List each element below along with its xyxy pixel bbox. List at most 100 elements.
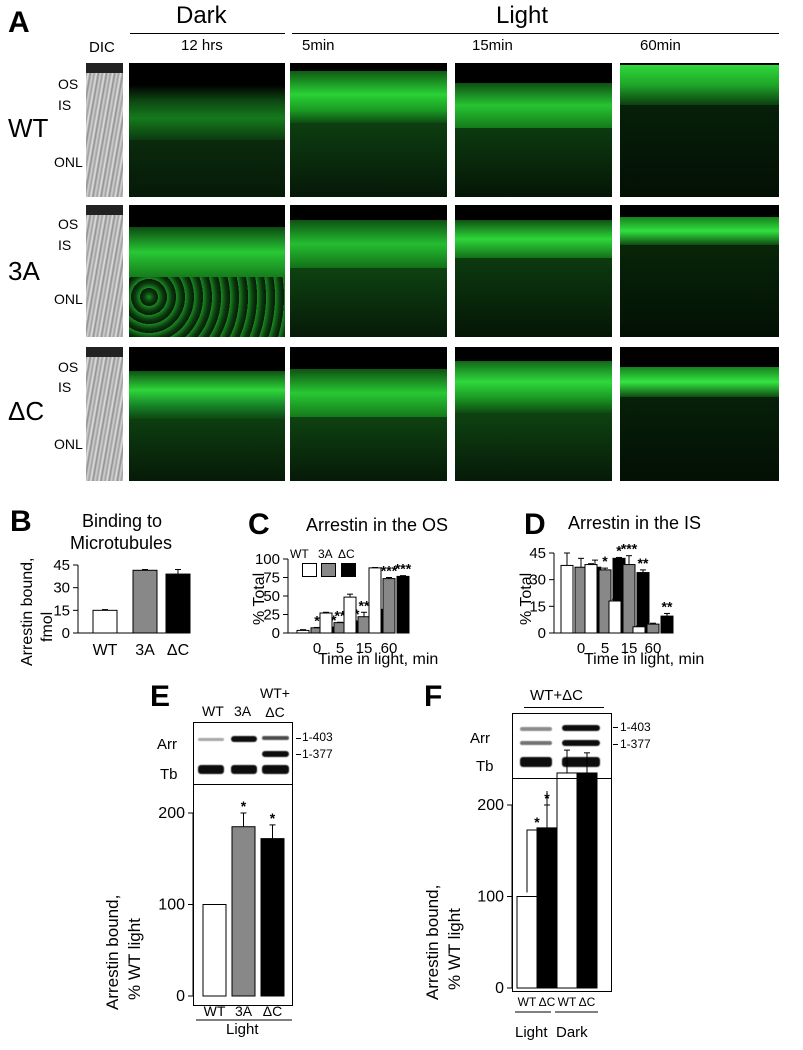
band-label-403-e: 1-403 [302,730,333,744]
band-label-377-f: 1-377 [620,737,651,751]
chart-f-xtick-label: WT [518,995,537,1009]
chart-e-ytick-label: 0 [176,988,185,1005]
micrograph-3a-dark [129,205,285,337]
blot-band [562,725,600,731]
micrograph-dc-5min [290,347,447,481]
blot-band [562,757,600,767]
chart-d-xtick-label: 0 [577,640,585,657]
blot-band [262,765,289,774]
panel-f-ylabel-1: Arrestin bound, [423,884,442,1000]
chart-c-bar [368,567,382,634]
dark-label: Dark [176,2,227,29]
panel-b-ylabel-2: fmol [39,611,56,642]
chart-c-bar [396,575,410,634]
chart-f-ytick-label: 0 [495,980,504,997]
dic-image-wt [86,63,123,197]
chart-f-bracket [526,791,548,893]
chart-c-ytick-label: 0 [272,625,280,642]
panel-e-letter: E [150,680,171,713]
chart-d-xtick-label: 5 [601,640,609,657]
dic-image-dc [86,347,123,481]
panel-c-xlabel: Time in light, min [318,651,439,668]
chart-d-bar [632,626,646,634]
lane-wt-dc: WT+ ΔC [260,685,290,720]
col-12hrs: 12 hrs [181,37,223,54]
chart-d-ytick-label: 15 [529,598,546,615]
layer-os-3a: OS [58,216,79,232]
chart-c-significance: *** [381,563,398,579]
chart-e-significance: * [270,810,276,826]
blot-row-tb-e: Tb [160,766,178,783]
chart-f-xtick-label: ΔC [539,995,556,1009]
micrograph-wt-15min [455,63,612,197]
layer-os-dc: OS [58,359,79,375]
layer-os-wt: OS [58,76,79,92]
chart-d-significance: ** [638,555,649,571]
chart-b-bar [165,573,191,634]
micrograph-wt-dark [129,63,285,197]
col-60min: 60min [640,37,681,54]
chart-d-ytick-label: 30 [529,572,546,589]
band-leader-line [613,744,618,745]
lane-wt: WT [202,703,224,719]
panel-a-letter: A [8,6,30,39]
chart-c-ytick-label: 100 [255,551,280,568]
micrograph-3a-5min [290,205,447,337]
panel-f-frame [512,713,612,992]
chart-f-bracket-significance: * [534,814,540,830]
chart-d-ytick-label: 45 [529,545,546,562]
legend-dc-swatch [341,563,356,577]
chart-d-bar [560,564,574,634]
blot-band [231,765,257,774]
panel-d-title: Arrestin in the IS [568,513,702,533]
chart-c-significance: ** [335,607,346,623]
panel-f-group-light: Light [515,1024,548,1041]
chart-f-ytick-label: 200 [477,797,504,814]
blot-band [262,751,289,757]
blot-band [562,740,600,746]
light-label: Light [496,2,549,29]
chart-c-bar [382,578,396,634]
panel-d-ylabel: % Total [518,572,535,625]
blot-band [520,741,552,745]
legend-wt-label: WT [290,547,309,561]
chart-c-bar [357,616,371,634]
chart-d-bar [622,564,636,634]
chart-d-bar [660,615,674,634]
blot-row-tb-f: Tb [476,758,494,775]
chart-d-bar [608,600,622,634]
chart-d-xtick-label: 60 [645,640,662,657]
chart-c-xtick-label: 15 [356,640,373,657]
chart-d-significance: * [616,542,622,558]
micrograph-wt-5min [290,63,447,197]
col-dic: DIC [89,39,115,56]
chart-c-bar [343,596,357,634]
chart-f-xtick-label: ΔC [579,995,596,1009]
panel-d-letter: D [524,508,546,541]
lane-3a: 3A [234,703,252,719]
micrograph-3a-15min [455,205,612,337]
chart-b-bar [92,609,118,634]
panel-c-title: Arrestin in the OS [306,515,449,535]
micrograph-dc-60min [620,347,779,481]
chart-b-ytick-label: 45 [53,557,70,574]
panel-f-divider [512,778,612,779]
chart-c-bar [319,612,333,634]
chart-b-ytick-label: 30 [53,580,70,597]
panel-e-divider [193,784,293,785]
row-label-wt: WT [8,113,49,143]
chart-c-significance: *** [395,561,412,577]
chart-d-significance: * [602,553,608,569]
panel-c-ylabel: % Total [251,572,268,625]
dark-rule [130,33,285,34]
band-leader-line [613,727,618,728]
panel-e-ylabel-1: Arrestin bound, [103,894,122,1010]
layer-is-3a: IS [58,237,72,253]
chart-d-significance: ** [662,598,673,614]
panel-f-letter: F [424,680,443,713]
chart-e-xtick-label: ΔC [263,1003,282,1019]
dic-image-3a [86,205,123,337]
chart-e-ytick-label: 200 [158,805,185,822]
